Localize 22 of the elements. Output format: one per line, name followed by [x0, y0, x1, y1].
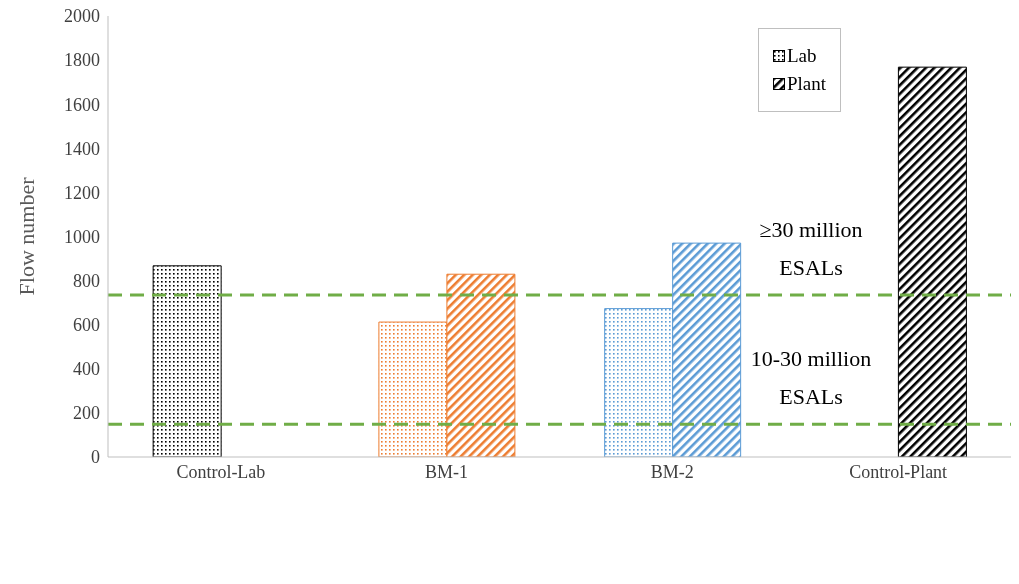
legend-label: Lab [786, 45, 817, 67]
y-tick-label: 800 [73, 270, 100, 291]
y-tick-label: 1200 [64, 182, 100, 203]
y-tick-label: 400 [73, 359, 100, 380]
ref-line-label: ≥30 million ESALs [759, 216, 863, 280]
x-tick-label: BM-1 [425, 461, 469, 482]
x-tick-label: Control-Lab [176, 461, 266, 482]
ref-line-label: 10-30 million ESALs [750, 346, 872, 410]
y-tick-label: 1600 [64, 94, 100, 115]
y-tick-label: 600 [73, 315, 100, 336]
y-tick-label: 1800 [64, 50, 100, 71]
y-tick-label: 0 [91, 447, 100, 468]
y-tick-label: 2000 [64, 6, 100, 27]
x-tick-label: BM-2 [650, 461, 694, 482]
legend-label: Plant [786, 73, 826, 95]
y-axis-title: Flow number [13, 176, 39, 296]
y-tick-label: 1400 [64, 138, 100, 159]
x-tick-label: Control-Plant [849, 461, 948, 482]
y-tick-label: 200 [73, 403, 100, 424]
bar [897, 66, 967, 457]
bar [152, 265, 222, 457]
y-tick-label: 1000 [64, 226, 100, 247]
